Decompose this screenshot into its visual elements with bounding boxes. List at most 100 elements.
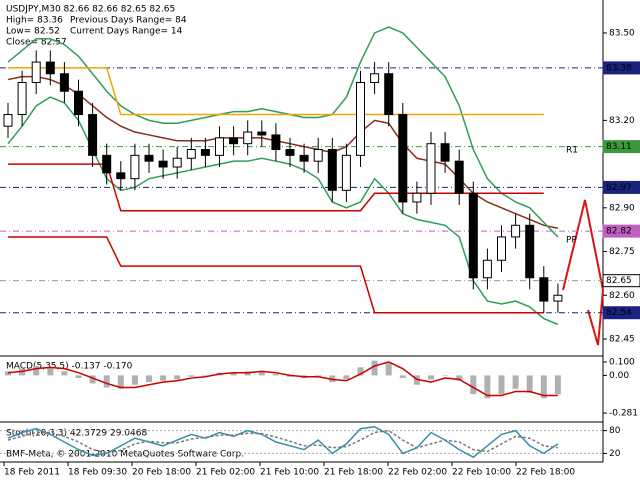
x-tick-label: 22 Feb 10:00 (452, 468, 511, 478)
indicator-line (7, 361, 558, 397)
stoch-title: Stoch(10,3,3) 42.3729 29.0468 (6, 429, 147, 439)
candle-body (497, 236, 506, 261)
x-tick-label: 21 Feb 10:00 (260, 468, 319, 478)
macd-bar (526, 375, 533, 393)
x-tick-label: 22 Feb 02:00 (388, 468, 447, 478)
macd-bar (230, 372, 237, 376)
macd-bar (512, 375, 519, 389)
macd-bar (61, 371, 68, 376)
candle-body (172, 157, 182, 168)
candle-body (356, 81, 365, 156)
y-tick-label: 20 (609, 449, 621, 459)
header-line: Close= 82.57 (6, 38, 67, 48)
candle-body (17, 81, 27, 116)
macd-bar (357, 367, 364, 376)
candle-body (116, 172, 126, 180)
macd-bar (47, 367, 54, 376)
level-label: 82.65 (606, 276, 632, 286)
arrow (562, 199, 605, 346)
level-badge (602, 274, 640, 288)
macd-bar (188, 375, 195, 377)
candle-body (299, 154, 309, 162)
candle-body (426, 143, 436, 194)
indicator-line (8, 236, 544, 314)
macd-bar (428, 375, 434, 380)
x-tick-label: 22 Feb 18:00 (516, 468, 575, 478)
macd-bar (103, 375, 110, 388)
indicator-line (7, 26, 559, 238)
macd-bar (456, 375, 463, 381)
indicator-line (8, 163, 544, 212)
y-tick-label: 82.90 (609, 203, 635, 213)
candle-body (186, 149, 196, 159)
level-badge (602, 180, 640, 194)
level-badge (602, 224, 640, 238)
macd-bar (174, 375, 181, 380)
candle-body (59, 73, 69, 92)
candle-body (313, 149, 323, 162)
candle-body (454, 160, 464, 194)
candle-body (74, 90, 83, 116)
candle-body (144, 154, 154, 162)
candle-body (229, 137, 239, 145)
candle-body (511, 224, 521, 238)
indicator-line (7, 426, 559, 459)
header-range: Current Days Range= 14 (70, 27, 183, 37)
candle-body (45, 61, 55, 75)
header-range: Previous Days Range= 84 (70, 16, 187, 26)
x-tick-label: 18 Feb 2011 (4, 468, 60, 478)
macd-bar (33, 365, 40, 376)
macd-bar (442, 375, 449, 376)
y-tick-label: 83.50 (609, 28, 635, 38)
level-label: 83.11 (606, 142, 632, 152)
macd-bar (75, 375, 82, 379)
macd-bar (146, 375, 152, 383)
macd-bar (484, 375, 491, 399)
indicator-line (7, 75, 559, 229)
header-line: Low= 82.52 (6, 27, 60, 37)
level-badge (602, 306, 640, 320)
macd-title: MACD(5,35,5) -0.137 -0.170 (6, 362, 133, 372)
candle-body (341, 154, 351, 191)
candle-body (88, 114, 98, 156)
macd-bar (160, 375, 167, 381)
x-tick-label: 20 Feb 18:00 (132, 468, 191, 478)
candle-body (285, 149, 295, 156)
level-label: 82.97 (606, 183, 632, 193)
x-tick-label: 21 Feb 18:00 (324, 468, 383, 478)
x-tick-label: 21 Feb 02:00 (196, 468, 255, 478)
annotation: PP (566, 236, 577, 246)
y-tick-label: 0.100 (609, 357, 635, 367)
y-tick-label: 80 (609, 426, 621, 436)
macd-bar (554, 375, 561, 395)
y-tick-label: 82.75 (609, 247, 635, 257)
indicator-line (8, 67, 544, 116)
header-line: USDJPY,M30 82.66 82.66 82.65 82.65 (6, 5, 175, 15)
candle-body (525, 224, 535, 279)
macd-bar (399, 375, 406, 379)
candle-body (440, 143, 450, 162)
macd-bar (540, 375, 547, 399)
y-tick-label: 0.00 (609, 371, 629, 381)
level-badge (602, 140, 640, 154)
indicator-line (7, 429, 559, 454)
candle-body (327, 149, 337, 191)
macd-bar (385, 363, 392, 376)
macd-bar (343, 375, 350, 380)
y-tick-label: 82.45 (609, 334, 635, 344)
candle-body (482, 259, 492, 279)
macd-bar (470, 375, 477, 395)
macd-bar (89, 375, 96, 384)
level-label: 82.54 (606, 308, 632, 318)
candle-body (398, 114, 408, 203)
candle-body (31, 61, 41, 83)
copyright: BMF-Meta, © 2001-2010 MetaQuotes Softwar… (6, 450, 244, 460)
level-label: 83.38 (606, 63, 632, 73)
candle-body (468, 192, 478, 279)
candle-body (257, 131, 267, 136)
candle-body (3, 114, 13, 127)
candle-body (553, 294, 563, 302)
macd-bar (5, 371, 11, 376)
